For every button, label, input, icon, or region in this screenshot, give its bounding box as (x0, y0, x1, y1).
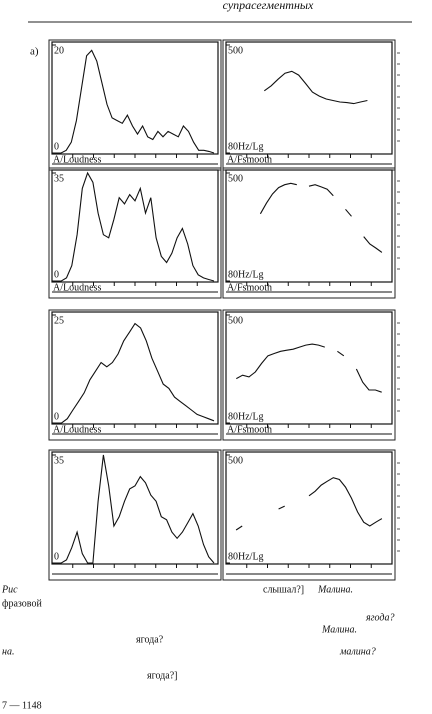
x-axis-label: A/Loudness (53, 282, 101, 293)
panel-frame (48, 449, 222, 581)
y-tick-label: 500 (228, 173, 243, 184)
panel-frame (222, 309, 396, 441)
y-tick-label: 25 (54, 315, 64, 326)
y-tick-label: 500 (228, 315, 243, 326)
curve (56, 322, 215, 424)
header-title: супрасегментных (223, 0, 314, 12)
plot-frame (51, 451, 219, 565)
plot-frame (225, 169, 393, 283)
y-tick-label: 500 (228, 45, 243, 56)
caption-fragment: ягода? (365, 612, 394, 623)
y-tick-label: 80Hz/Lg (228, 551, 264, 562)
panel-frame (48, 309, 222, 441)
curve (56, 454, 215, 564)
plot-frame (225, 451, 393, 565)
y-tick-label: 0 (54, 411, 59, 422)
caption-fragment: слышал?] (263, 584, 304, 595)
plot-frame (225, 41, 393, 155)
plot-frame (51, 311, 219, 425)
y-tick-label: 35 (54, 455, 64, 466)
caption-fragment: Рис (1, 584, 18, 595)
y-tick-label: 0 (54, 269, 59, 280)
curve (236, 343, 382, 393)
x-axis-label: A/Loudness (53, 424, 101, 435)
y-tick-label: 500 (228, 455, 243, 466)
panel-frame (222, 449, 396, 581)
curve (56, 171, 215, 282)
curve (56, 49, 215, 154)
y-tick-label: 20 (54, 45, 64, 56)
y-tick-label: 80Hz/Lg (228, 411, 264, 422)
y-tick-label: 0 (54, 141, 59, 152)
y-tick-label: 80Hz/Lg (228, 269, 264, 280)
panel-frame (48, 167, 222, 299)
x-axis-label: A/Fsmooth (227, 282, 272, 293)
y-tick-label: 35 (54, 173, 64, 184)
caption-fragment: Малина. (317, 584, 353, 595)
panel-frame (48, 39, 222, 171)
y-tick-label: 0 (54, 551, 59, 562)
caption-fragment: ягода? (136, 634, 164, 645)
plot-frame (225, 311, 393, 425)
x-axis-label: A/Fsmooth (227, 154, 272, 165)
caption-fragment: 7 — 1148 (2, 700, 42, 711)
curve (263, 70, 368, 105)
panel-frame (222, 167, 396, 299)
x-axis-label: A/Fsmooth (227, 424, 272, 435)
caption-fragment: малина? (339, 646, 376, 657)
curve (259, 182, 383, 253)
y-tick-label: 80Hz/Lg (228, 141, 264, 152)
caption-fragment: на. (2, 646, 14, 657)
caption-fragment: ягода?] (147, 670, 177, 681)
panel-label: а) (30, 46, 39, 58)
plot-frame (51, 41, 219, 155)
curve (235, 477, 383, 531)
x-axis-label: A/Loudness (53, 154, 101, 165)
caption-fragment: Малина. (321, 624, 357, 635)
caption-fragment: фразовой (2, 598, 42, 609)
